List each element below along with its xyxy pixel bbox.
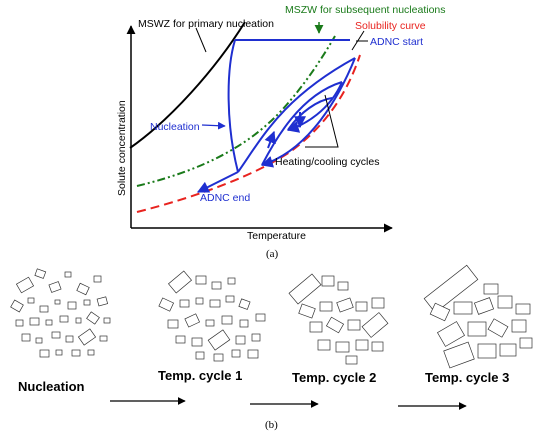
- nucleation-drop: [227, 39, 239, 173]
- x-axis-label: Temperature: [247, 230, 306, 242]
- cycle-outer-upper: [237, 57, 356, 173]
- mswz-leader: [195, 27, 207, 53]
- mswz-curve: [129, 21, 246, 149]
- caption-a: (a): [266, 248, 279, 260]
- nucleation-leader: [201, 121, 226, 130]
- adnc-end-label: ADNC end: [200, 192, 250, 204]
- adnc-end-line: [196, 171, 239, 193]
- cycle-innermost: [287, 97, 333, 131]
- crystal-cluster-nucleation: [10, 268, 111, 358]
- crystal-cluster-cycle-1: [158, 270, 266, 362]
- mswz-label: MSWZ for primary nucleation: [138, 18, 274, 30]
- heating-cooling-leader: [305, 94, 339, 148]
- stage-label-cycle-2: Temp. cycle 2: [292, 370, 376, 385]
- solubility-label: Solubility curve: [355, 20, 426, 32]
- cycle-inner-lower: [286, 81, 343, 133]
- mszw-label: MSZW for subsequent nucleations: [285, 4, 446, 16]
- stage-label-cycle-3: Temp. cycle 3: [425, 370, 509, 385]
- crystal-evolution: Nucleation Temp. cycle 1 Temp. cycle 2 T…: [10, 264, 533, 431]
- stage-label-nucleation: Nucleation: [18, 379, 85, 394]
- cycle-outer-lower: [260, 57, 356, 168]
- trajectory: [196, 39, 356, 193]
- solubility-curve: [136, 54, 361, 213]
- adnc-start-label: ADNC start: [370, 36, 423, 48]
- stage-label-cycle-1: Temp. cycle 1: [158, 368, 242, 383]
- phase-diagram: Solute concentration Temperature: [116, 4, 446, 260]
- nucleation-label: Nucleation: [150, 121, 200, 133]
- cycle-inner-upper: [261, 81, 343, 166]
- crystal-cluster-cycle-2: [288, 273, 389, 365]
- inner-up-arrow: [264, 130, 276, 149]
- y-axis-label: Solute concentration: [116, 100, 128, 196]
- crystal-cluster-cycle-3: [423, 264, 533, 369]
- mszw-curve: [136, 35, 336, 187]
- heating-cooling-label: Heating/cooling cycles: [275, 156, 379, 168]
- caption-b: (b): [265, 419, 278, 431]
